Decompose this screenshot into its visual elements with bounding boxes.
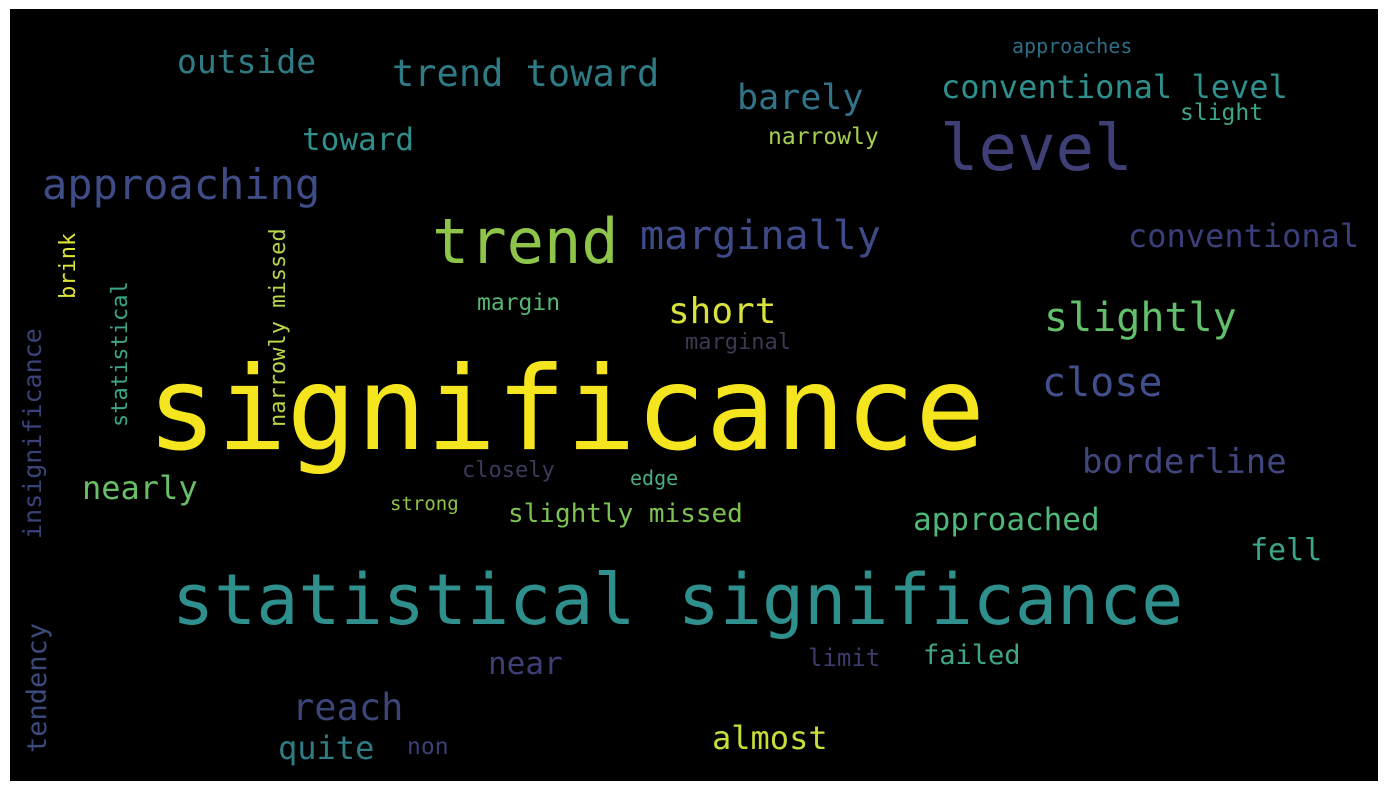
word-trend: trend	[432, 205, 619, 278]
word-marginally: marginally	[640, 213, 881, 259]
word-approaches: approaches	[1012, 34, 1133, 58]
word-statistical: statistical	[108, 281, 133, 427]
word-outside: outside	[177, 42, 317, 81]
word-close: close	[1042, 360, 1163, 406]
word-narrowly: narrowly	[768, 124, 879, 150]
word-almost: almost	[712, 719, 828, 757]
word-cloud: significance statistical significance tren…	[10, 9, 1378, 781]
word-brink: brink	[56, 232, 81, 299]
word-short: short	[668, 291, 777, 332]
word-near: near	[488, 646, 563, 682]
word-conventional: conventional	[1128, 217, 1360, 255]
word-slight: slight	[1180, 100, 1264, 126]
word-failed: failed	[923, 640, 1021, 671]
word-limit: limit	[808, 644, 881, 672]
word-insignificance: insignificance	[18, 328, 47, 539]
word-significance: significance	[147, 342, 986, 477]
word-closely: closely	[462, 458, 555, 483]
word-statistical-significance: statistical significance	[172, 559, 1184, 641]
word-reach: reach	[292, 686, 404, 729]
word-trend-toward: trend toward	[392, 52, 660, 95]
word-level: level	[940, 112, 1133, 186]
word-tendency: tendency	[22, 622, 53, 753]
word-nearly: nearly	[82, 469, 198, 507]
word-margin: margin	[477, 290, 561, 316]
word-slightly-missed: slightly missed	[508, 499, 743, 529]
word-toward: toward	[302, 122, 414, 158]
word-marginal: marginal	[685, 330, 791, 355]
word-narrowly-missed: narrowly missed	[266, 228, 291, 427]
word-slightly: slightly	[1044, 295, 1237, 341]
word-quite: quite	[278, 729, 375, 767]
word-non: non	[407, 734, 449, 760]
word-barely: barely	[737, 78, 864, 118]
word-edge: edge	[630, 466, 679, 490]
word-approaching: approaching	[42, 160, 321, 209]
word-fell: fell	[1250, 533, 1323, 568]
word-conventional-level: conventional level	[941, 68, 1288, 106]
word-approached: approached	[913, 502, 1100, 538]
word-strong: strong	[390, 493, 459, 515]
word-borderline: borderline	[1082, 442, 1287, 482]
